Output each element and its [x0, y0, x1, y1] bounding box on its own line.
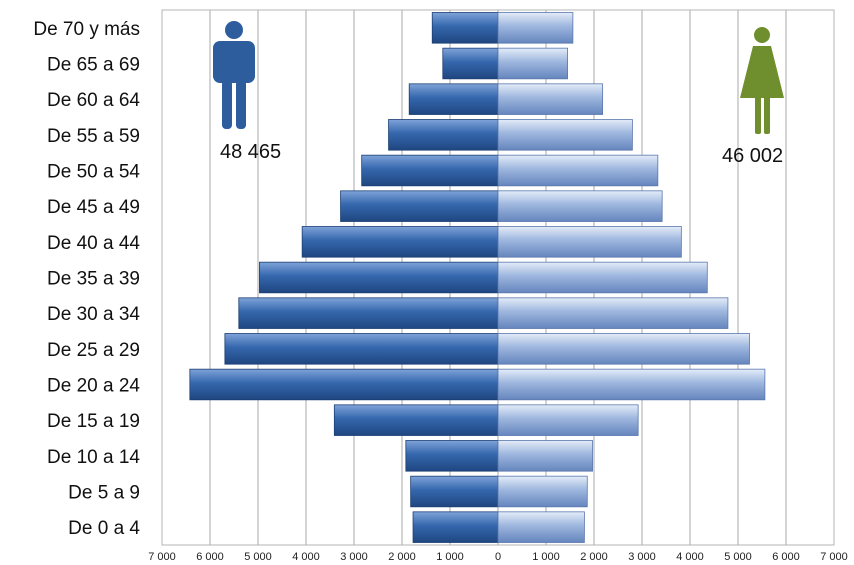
x-tick-label-2: 5 000	[244, 551, 272, 563]
x-tick-label-10: 3 000	[628, 551, 656, 563]
male-bar-7	[259, 261, 499, 294]
female-bar-6	[497, 226, 682, 258]
category-label-6: De 40 a 44	[47, 233, 140, 254]
male-bar-6	[301, 226, 499, 258]
female-bar-11	[497, 404, 639, 436]
male-bar-11	[333, 404, 499, 436]
x-tick-label-5: 2 000	[388, 551, 416, 563]
female-bar-7	[497, 261, 708, 294]
female-bar-9	[497, 333, 750, 365]
female-bar-8	[497, 297, 729, 329]
category-label-11: De 15 a 19	[47, 411, 140, 432]
male-bar-4	[361, 154, 499, 187]
category-label-2: De 60 a 64	[47, 90, 140, 111]
female-bar-0	[497, 12, 574, 44]
x-tick-label-1: 6 000	[196, 551, 224, 563]
male-person-icon	[213, 21, 255, 129]
male-bar-3	[388, 119, 499, 151]
category-label-7: De 35 a 39	[47, 269, 140, 290]
female-bar-14	[497, 511, 585, 543]
x-tick-label-6: 1 000	[436, 551, 464, 563]
male-bar-14	[412, 511, 499, 543]
male-bar-9	[224, 333, 499, 365]
category-label-12: De 10 a 14	[47, 447, 140, 468]
x-tick-label-8: 1 000	[532, 551, 560, 563]
male-bar-8	[238, 297, 499, 329]
x-tick-label-9: 2 000	[580, 551, 608, 563]
male-bar-5	[340, 190, 499, 222]
x-tick-label-12: 5 000	[724, 551, 752, 563]
x-tick-label-11: 4 000	[676, 551, 704, 563]
x-tick-label-14: 7 000	[820, 551, 848, 563]
category-label-1: De 65 a 69	[47, 55, 140, 76]
male-bar-0	[431, 12, 499, 44]
female-bar-13	[497, 475, 588, 508]
female-bar-10	[497, 368, 766, 401]
x-tick-label-4: 3 000	[340, 551, 368, 563]
category-labels: De 70 y más De 65 a 69 De 60 a 64 De 55 a 5…	[33, 19, 140, 539]
male-bar-13	[410, 475, 499, 508]
male-bar-1	[442, 47, 499, 80]
female-bar-4	[497, 154, 659, 187]
category-label-5: De 45 a 49	[47, 197, 140, 218]
female-person-icon	[740, 27, 784, 134]
x-tick-label-3: 4 000	[292, 551, 320, 563]
bars	[189, 12, 766, 543]
male-bar-12	[405, 440, 499, 472]
female-bar-2	[497, 83, 604, 115]
x-axis-ticks: 7 000 6 000 5 000 4 000 3 000 2 000 1 000 0 1 00…	[148, 551, 848, 563]
x-tick-label-7: 0	[495, 551, 501, 563]
category-label-13: De 5 a 9	[68, 483, 140, 504]
x-tick-label-0: 7 000	[148, 551, 176, 563]
female-bar-12	[497, 440, 593, 472]
category-label-4: De 50 a 54	[47, 162, 140, 183]
category-label-14: De 0 a 4	[68, 518, 140, 539]
plot-frame	[161, 9, 835, 546]
male-bar-10	[189, 368, 499, 401]
category-label-0: De 70 y más	[33, 19, 140, 40]
female-total-label: 46 002	[722, 145, 783, 167]
category-label-9: De 25 a 29	[47, 340, 140, 361]
male-bar-2	[408, 83, 499, 115]
x-tick-label-13: 6 000	[772, 551, 800, 563]
male-total-label: 48 465	[220, 141, 281, 163]
category-label-8: De 30 a 34	[47, 304, 140, 325]
female-bar-1	[497, 47, 568, 80]
category-label-3: De 55 a 59	[47, 126, 140, 147]
female-bar-5	[497, 190, 663, 222]
female-bar-3	[497, 119, 633, 151]
category-label-10: De 20 a 24	[47, 376, 140, 397]
